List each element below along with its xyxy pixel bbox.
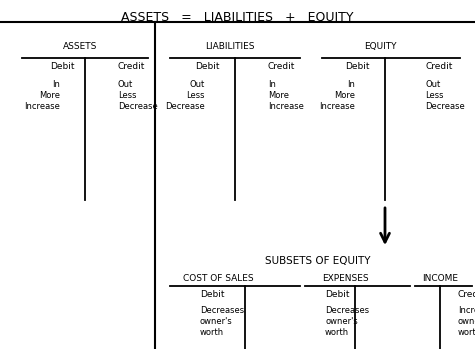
Text: In
More
Increase: In More Increase xyxy=(24,80,60,111)
Text: Out
Less
Decrease: Out Less Decrease xyxy=(118,80,158,111)
Text: Credit: Credit xyxy=(268,62,295,71)
Text: ASSETS: ASSETS xyxy=(63,42,97,51)
Text: Out
Less
Decrease: Out Less Decrease xyxy=(165,80,205,111)
Text: Debit: Debit xyxy=(200,290,225,299)
Text: Decreases
owner's
worth: Decreases owner's worth xyxy=(200,306,244,337)
Text: Debit: Debit xyxy=(195,62,219,71)
Text: INCOME: INCOME xyxy=(422,274,458,283)
Text: In
More
Increase: In More Increase xyxy=(319,80,355,111)
Text: EQUITY: EQUITY xyxy=(364,42,396,51)
Text: SUBSETS OF EQUITY: SUBSETS OF EQUITY xyxy=(265,256,371,266)
Text: Decreases
owner's
worth: Decreases owner's worth xyxy=(325,306,369,337)
Text: COST OF SALES: COST OF SALES xyxy=(183,274,253,283)
Text: Credit: Credit xyxy=(425,62,452,71)
Text: LIABILITIES: LIABILITIES xyxy=(205,42,255,51)
Text: Credit: Credit xyxy=(118,62,145,71)
Text: Out
Less
Decrease: Out Less Decrease xyxy=(425,80,465,111)
Text: ASSETS   =   LIABILITIES   +   EQUITY: ASSETS = LIABILITIES + EQUITY xyxy=(121,10,354,23)
Text: Debit: Debit xyxy=(325,290,350,299)
Text: Credit: Credit xyxy=(458,290,475,299)
Text: Debit: Debit xyxy=(345,62,370,71)
Text: Increases
owner's
worth: Increases owner's worth xyxy=(458,306,475,337)
Text: EXPENSES: EXPENSES xyxy=(322,274,368,283)
Text: Debit: Debit xyxy=(50,62,75,71)
Text: In
More
Increase: In More Increase xyxy=(268,80,304,111)
